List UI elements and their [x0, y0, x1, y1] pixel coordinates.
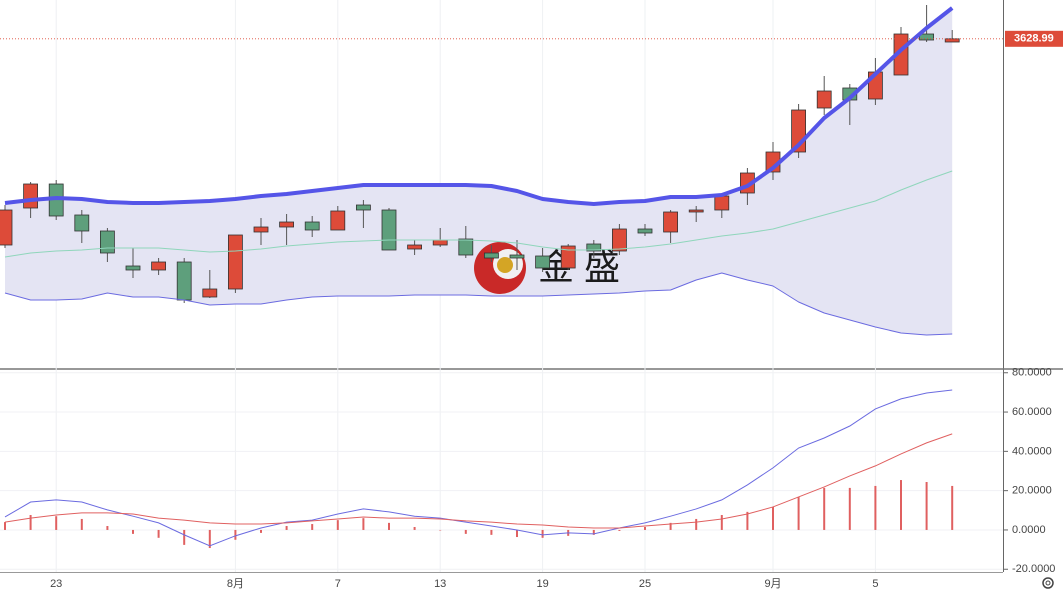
candle-body — [714, 195, 730, 211]
y-tick-label: 60.0000 — [1012, 406, 1052, 418]
histogram-bar — [260, 529, 262, 533]
histogram-bar — [80, 518, 83, 530]
x-tick-label: 5 — [872, 578, 878, 590]
histogram-bar — [4, 522, 6, 530]
y-tick-label: 40.0000 — [1012, 445, 1052, 457]
candle-body — [688, 209, 704, 213]
candle-body — [253, 226, 269, 233]
histogram-bar — [925, 482, 928, 530]
settings-icon[interactable] — [1042, 577, 1054, 589]
histogram-bar — [900, 480, 902, 530]
candle-body — [330, 210, 346, 231]
candle-body — [483, 252, 499, 259]
candle-body — [919, 33, 934, 41]
histogram-bar — [208, 529, 211, 549]
candle-body — [944, 38, 960, 43]
histogram-bar — [848, 487, 851, 530]
candle-body — [227, 234, 243, 290]
histogram-bar — [874, 485, 877, 530]
x-tick-label: 8月 — [227, 578, 244, 590]
band-line — [4, 170, 953, 258]
candle-body — [100, 230, 115, 254]
candle-body — [202, 288, 218, 298]
y-tick-label: 20.0000 — [1012, 485, 1052, 497]
y-tick-label: -20.0000 — [1012, 563, 1055, 575]
histogram-bar — [541, 529, 544, 538]
histogram-bar — [183, 529, 186, 545]
candle-body — [74, 214, 90, 232]
indicator-line — [4, 389, 953, 547]
histogram-bar — [618, 529, 621, 531]
histogram-bar — [592, 529, 595, 535]
x-tick-label: 19 — [536, 578, 548, 590]
histogram-bar — [388, 522, 390, 530]
price-tag — [1005, 30, 1063, 47]
histogram-bar — [413, 527, 416, 530]
candle-body — [637, 228, 653, 234]
histogram-bar — [132, 529, 134, 534]
x-tick-label: 13 — [434, 578, 446, 590]
histogram-bar — [336, 520, 339, 530]
candle-body — [458, 238, 474, 256]
gear-core[interactable] — [1045, 580, 1051, 586]
x-tick-label: 25 — [639, 578, 651, 590]
histogram-bar — [464, 529, 467, 534]
histogram-bar — [695, 518, 698, 530]
histogram-bar — [285, 526, 288, 530]
x-tick-label: 7 — [335, 578, 341, 590]
histogram-bar — [516, 529, 518, 538]
x-tick-label: 9月 — [764, 578, 781, 590]
band-line — [4, 272, 953, 336]
candle-body — [663, 211, 678, 233]
histogram-bar — [720, 515, 723, 530]
gear[interactable] — [1042, 577, 1054, 589]
candle-body — [535, 255, 550, 269]
candle-body — [125, 265, 141, 271]
candle-body — [381, 209, 397, 251]
candle-body — [560, 245, 576, 269]
histogram-bar — [311, 524, 314, 530]
histogram-bar — [746, 511, 749, 530]
y-tick-label: 80.0000 — [1012, 367, 1052, 379]
histogram-bar — [797, 496, 800, 530]
histogram-bar — [157, 529, 160, 538]
watermark-text: 金 盛 — [538, 247, 620, 288]
histogram-bar — [55, 516, 58, 530]
candle-body — [176, 261, 192, 301]
histogram-bar — [644, 527, 646, 530]
histogram-bar — [490, 529, 493, 535]
candle-body — [0, 209, 13, 246]
histogram-bar — [951, 485, 954, 530]
histogram-bar — [106, 526, 109, 530]
candle-body — [407, 244, 423, 250]
histogram-bar — [823, 487, 826, 530]
price-tag-text: 3628.99 — [1014, 33, 1054, 45]
candle-body — [612, 228, 627, 252]
y-tick-label: 0.0000 — [1012, 524, 1046, 536]
logo-coin — [497, 257, 513, 273]
candle-body — [432, 239, 448, 246]
histogram-bar — [234, 529, 237, 540]
candle-body — [304, 221, 320, 231]
candle-body — [816, 90, 832, 109]
candle-body — [151, 261, 167, 271]
x-tick-label: 23 — [50, 578, 62, 590]
histogram-bar — [669, 522, 672, 530]
candle-body — [23, 183, 39, 209]
band-line — [4, 6, 954, 206]
histogram-bar — [29, 515, 32, 530]
histogram-bar — [362, 518, 365, 530]
candle-body — [355, 204, 371, 211]
indicator-line — [4, 433, 953, 529]
candle-body — [586, 243, 602, 252]
candle-body — [509, 254, 525, 259]
candle-body — [279, 221, 295, 228]
histogram-bar — [772, 506, 774, 530]
histogram-bar — [439, 529, 442, 531]
